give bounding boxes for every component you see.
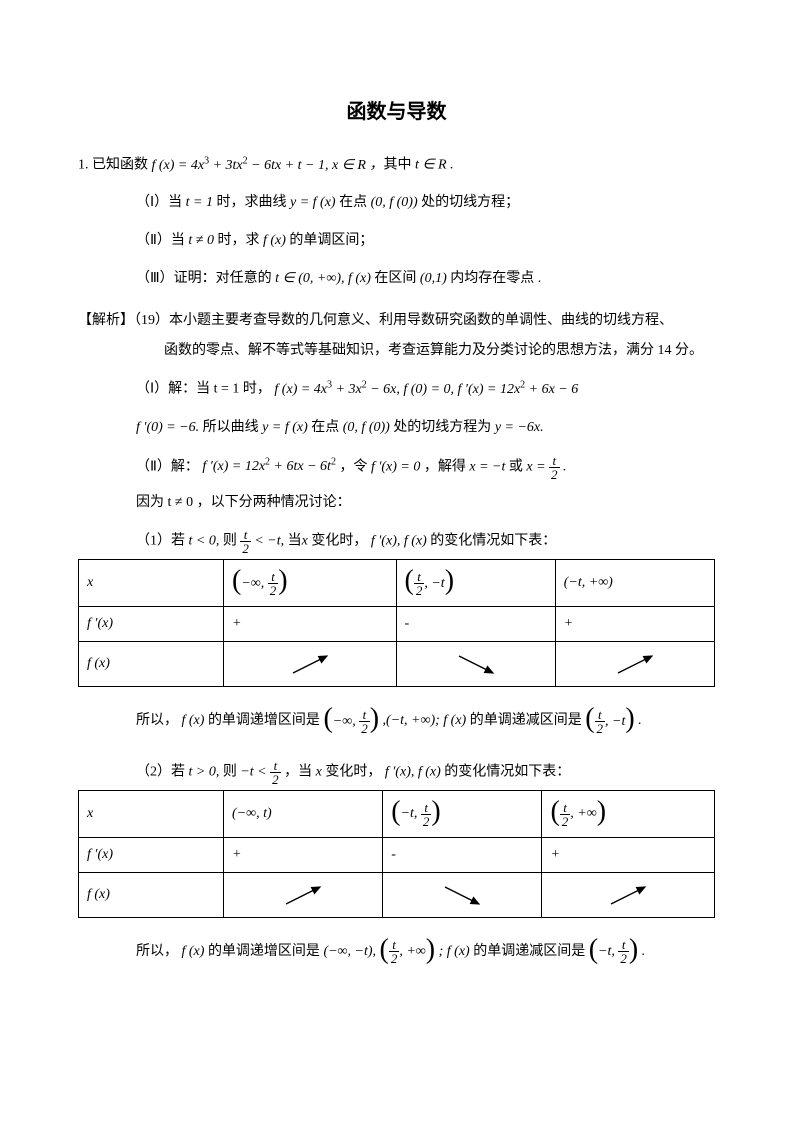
solution-2b: 因为 t ≠ 0 ，以下分两种情况讨论：: [78, 491, 715, 515]
problem-statement: 1. 已知函数 f (x) = 4x3 + 3tx2 − 6tx + t − 1…: [78, 152, 715, 177]
table-cell: (−∞, t2): [224, 560, 397, 607]
table-cell: (−t, +∞): [555, 560, 714, 607]
page-title: 函数与导数: [78, 95, 715, 124]
table-cell: (−∞, t): [224, 791, 383, 838]
frac-t-over-2: t2: [270, 759, 281, 786]
case-2-text: （2）若 t > 0, 则 −t < t2 ，当 x 变化时， f ′(x), …: [78, 759, 715, 786]
arrow-up-icon: [224, 642, 397, 687]
monotonicity-table-2: x (−∞, t) (−t, t2) (t2, +∞) f ′(x) + - +…: [78, 790, 715, 918]
solution-1a: （Ⅰ）解：当 t = 1 时， f (x) = 4x3 + 3x2 − 6x, …: [78, 376, 715, 401]
analysis-line1: 【解析】（19）本小题主要考查导数的几何意义、利用导数研究函数的单调性、曲线的切…: [78, 309, 715, 333]
sol2-math1: f ′(x) = 12x2 + 6tx − 6t2: [202, 459, 336, 474]
problem-func: f (x) = 4x3 + 3tx2 − 6tx + t − 1, x ∈ R: [152, 158, 366, 173]
analysis-label: 【解析】（19）: [78, 313, 169, 328]
frac-t-over-2: t2: [549, 454, 560, 481]
table-cell: (−t, t2): [383, 791, 542, 838]
analysis-text1: 本小题主要考查导数的几何意义、利用导数研究函数的单调性、曲线的切线方程、: [169, 313, 673, 328]
sol2-prefix: （Ⅱ）解：: [136, 459, 199, 474]
problem-prefix: 1. 已知函数: [78, 158, 152, 173]
sol2-text2: 因为 t ≠ 0 ，以下分两种情况讨论：: [136, 495, 351, 510]
table-header-x: x: [79, 560, 224, 607]
conclusion-2: 所以， f (x) 的单调递增区间是 (−∞, −t), (t2, +∞) ; …: [78, 928, 715, 976]
sol1b-math: f ′(0) = −6.: [136, 420, 199, 435]
problem-suffix: ，其中 t ∈ R .: [369, 158, 453, 173]
arrow-down-icon: [396, 642, 555, 687]
page: 函数与导数 1. 已知函数 f (x) = 4x3 + 3tx2 − 6tx +…: [0, 0, 793, 1122]
sol1-prefix: （Ⅰ）解：当 t = 1 时，: [136, 382, 271, 397]
table-cell: -: [383, 838, 542, 873]
table-cell: -: [396, 607, 555, 642]
table-cell: (t2, +∞): [542, 791, 715, 838]
table-cell: (t2, −t): [396, 560, 555, 607]
table-cell: +: [224, 607, 397, 642]
conclusion-1: 所以， f (x) 的单调递增区间是 (−∞, t2) ,(−t, +∞); f…: [78, 697, 715, 745]
table-header-f: f (x): [79, 642, 224, 687]
analysis-text2: 函数的零点、解不等式等基础知识，考查运算能力及分类讨论的思想方法，满分 14 分…: [164, 343, 703, 358]
case-1-text: （1）若 t < 0, 则 t2 < −t, 当x 变化时， f ′(x), f…: [78, 528, 715, 555]
part-2: （Ⅱ）当 t ≠ 0 时，求 f (x) 的单调区间；: [78, 229, 715, 253]
sol1-math: f (x) = 4x3 + 3x2 − 6x, f (0) = 0, f ′(x…: [274, 382, 578, 397]
table-header-fprime: f ′(x): [79, 607, 224, 642]
monotonicity-table-1: x (−∞, t2) (t2, −t) (−t, +∞) f ′(x) + - …: [78, 559, 715, 687]
arrow-up-icon: [224, 873, 383, 918]
part-3: （Ⅲ）证明：对任意的 t ∈ (0, +∞), f (x) 在区间 (0,1) …: [78, 267, 715, 291]
table-header-fprime: f ′(x): [79, 838, 224, 873]
table-cell: +: [542, 838, 715, 873]
table-header-f: f (x): [79, 873, 224, 918]
table-cell: +: [224, 838, 383, 873]
arrow-up-icon: [555, 642, 714, 687]
part-1: （Ⅰ）当 t = 1 时，求曲线 y = f (x) 在点 (0, f (0))…: [78, 191, 715, 215]
table-header-x: x: [79, 791, 224, 838]
arrow-down-icon: [383, 873, 542, 918]
arrow-up-icon: [542, 873, 715, 918]
frac-t-over-2: t2: [240, 528, 251, 555]
table-cell: +: [555, 607, 714, 642]
solution-2a: （Ⅱ）解： f ′(x) = 12x2 + 6tx − 6t2 ，令 f ′(x…: [78, 454, 715, 481]
analysis-line2: 函数的零点、解不等式等基础知识，考查运算能力及分类讨论的思想方法，满分 14 分…: [78, 339, 715, 363]
solution-1b: f ′(0) = −6. 所以曲线 y = f (x) 在点 (0, f (0)…: [78, 416, 715, 440]
